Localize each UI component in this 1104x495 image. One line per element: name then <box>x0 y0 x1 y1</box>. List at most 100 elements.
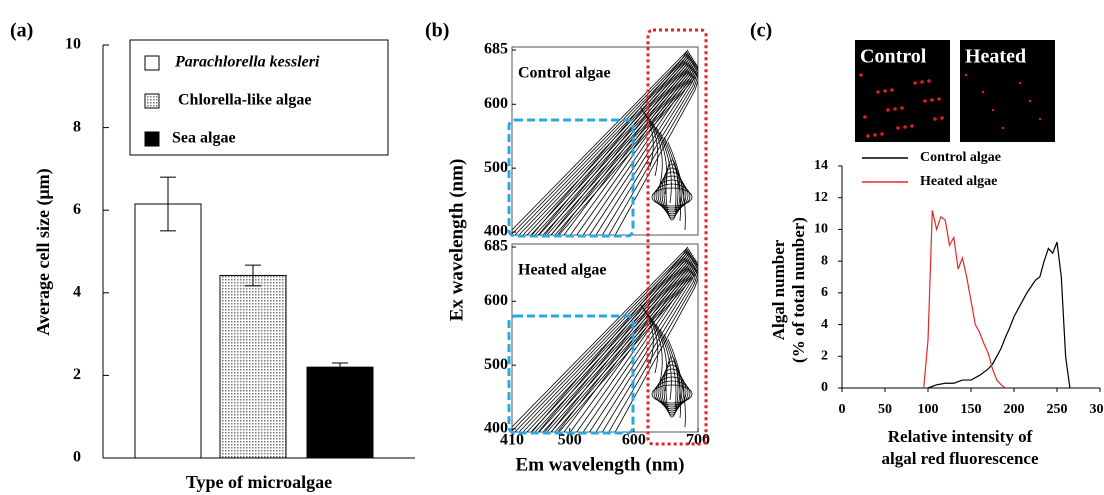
y-tick-label: 6 <box>821 285 828 300</box>
y-axis-label: Ex wavelength (nm) <box>446 159 467 322</box>
x-tick-label: 300 <box>1090 402 1104 417</box>
panel-label: (c) <box>750 20 772 42</box>
contour-line <box>558 73 698 235</box>
cell-dot <box>920 80 924 84</box>
y-tick-label: 10 <box>65 36 81 53</box>
x-tick-label: 410 <box>500 432 524 449</box>
legend-swatch <box>144 55 160 71</box>
cell-dot <box>964 73 968 77</box>
cell-dot <box>933 117 937 121</box>
contour-line <box>542 261 698 432</box>
cell-dot <box>927 79 931 83</box>
cell-dot <box>991 108 995 112</box>
y-tick-label: 0 <box>73 449 81 466</box>
x-axis-label: Type of microalgae <box>186 472 332 492</box>
contour-line <box>655 376 689 408</box>
panel-label: (a) <box>10 20 33 42</box>
y-tick-label: 685 <box>484 41 508 58</box>
y-tick-label: 600 <box>484 95 508 112</box>
cell-dot <box>896 126 900 130</box>
panel-title: Control algae <box>518 65 611 82</box>
contour-line <box>659 368 685 412</box>
y-tick-label: 8 <box>73 118 81 135</box>
contour-line <box>659 131 677 213</box>
contour-lines <box>512 246 698 432</box>
x-tick-label: 100 <box>918 402 939 417</box>
cell-dot <box>937 97 941 101</box>
x-axis-label: Em wavelength (nm) <box>516 454 685 475</box>
contour-line <box>655 323 672 401</box>
highlight-box <box>507 314 635 435</box>
image-label: Control <box>860 46 927 68</box>
contour-line <box>639 106 654 168</box>
contour-line <box>657 372 687 410</box>
contour-line <box>667 141 686 231</box>
cell-dot <box>1028 99 1032 103</box>
y-axis-label: Algal number <box>769 239 788 340</box>
contour-line <box>512 248 690 432</box>
cell-dot <box>1001 126 1005 130</box>
contour-line <box>558 270 698 432</box>
x-tick-label: 0 <box>839 402 846 417</box>
y-tick-label: 6 <box>73 201 81 218</box>
y-tick-label: 8 <box>821 253 828 268</box>
contour-line <box>526 57 694 235</box>
contour-line <box>659 171 685 215</box>
cell-dot <box>880 132 884 136</box>
panel-label: (b) <box>425 20 449 42</box>
y-tick-label: 4 <box>73 283 81 300</box>
y-axis-label: (% of total number) <box>789 217 808 363</box>
y-tick-label: 4 <box>821 317 828 332</box>
bar <box>219 274 287 459</box>
x-tick-label: 600 <box>622 432 646 449</box>
cell-dot <box>1038 117 1042 121</box>
contour-line <box>647 116 663 186</box>
legend-label: Control algae <box>920 150 1001 165</box>
contour-line <box>534 60 696 235</box>
contour-line <box>526 254 694 432</box>
contour-line <box>651 187 693 207</box>
legend-box <box>129 39 389 156</box>
cell-dot <box>1018 81 1022 85</box>
cell-dot <box>930 98 934 102</box>
y-tick-label: 2 <box>821 349 828 364</box>
contour-line <box>659 328 677 410</box>
contour-line <box>653 380 691 406</box>
cell-dot <box>940 116 944 120</box>
legend-label: Parachlorella kessleri <box>174 54 320 71</box>
cell-dot <box>981 90 985 94</box>
x-axis-label: algal red fluorescence <box>881 449 1039 468</box>
contour-line <box>534 257 696 432</box>
cell-dot <box>859 73 863 77</box>
image-label: Heated <box>965 46 1026 68</box>
contour-line <box>667 338 686 428</box>
contour-line <box>661 364 683 414</box>
contour-line <box>655 179 689 211</box>
panel-title: Heated algae <box>518 262 606 279</box>
contour-line <box>512 246 689 432</box>
x-tick-label: 150 <box>961 402 982 417</box>
cell-dot <box>873 133 877 137</box>
contour-line <box>663 136 682 222</box>
legend-swatch <box>144 93 160 109</box>
contour-line <box>655 126 672 204</box>
contour-line <box>663 333 682 419</box>
x-tick-label: 250 <box>1047 402 1068 417</box>
cell-dot <box>886 108 890 112</box>
x-tick-label: 200 <box>1004 402 1025 417</box>
micrograph <box>855 40 950 142</box>
legend-label: Sea algae <box>172 130 236 147</box>
contour-line <box>651 318 668 392</box>
cell-dot <box>910 124 914 128</box>
series-line <box>923 210 1006 389</box>
cell-dot <box>900 106 904 110</box>
cell-dot <box>893 107 897 111</box>
x-tick-label: 500 <box>558 432 582 449</box>
cell-dot <box>923 99 927 103</box>
x-tick-label: 700 <box>686 432 710 449</box>
contour-line <box>512 49 689 235</box>
cell-dot <box>890 88 894 92</box>
contour-line <box>643 111 659 177</box>
